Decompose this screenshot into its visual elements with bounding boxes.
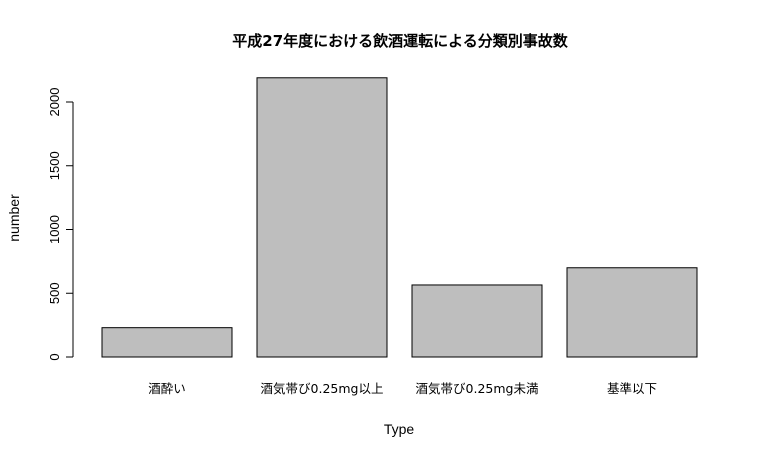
category-label: 酒気帯び0.25mg未満 xyxy=(416,381,539,396)
y-axis-label: number xyxy=(6,194,22,242)
x-axis-label: Type xyxy=(384,421,415,437)
category-label: 基準以下 xyxy=(607,381,657,396)
bar-1 xyxy=(101,327,233,358)
y-tick-label: 2000 xyxy=(47,88,62,117)
y-axis: 0 500 1000 1500 2000 xyxy=(47,88,74,361)
category-label: 酒気帯び0.25mg以上 xyxy=(261,381,384,396)
bar-3 xyxy=(411,284,543,358)
category-label: 酒酔い xyxy=(148,381,186,396)
bar-2 xyxy=(256,77,388,358)
y-tick-label: 0 xyxy=(47,353,62,360)
category-labels: 酒酔い 酒気帯び0.25mg以上 酒気帯び0.25mg未満 基準以下 xyxy=(148,381,657,396)
bars xyxy=(101,77,698,358)
y-tick-label: 1000 xyxy=(47,215,62,244)
y-tick-label: 1500 xyxy=(47,151,62,180)
y-tick-label: 500 xyxy=(47,282,62,304)
bar-4 xyxy=(566,267,698,358)
chart-title: 平成27年度における飲酒運転による分類別事故数 xyxy=(232,32,568,50)
